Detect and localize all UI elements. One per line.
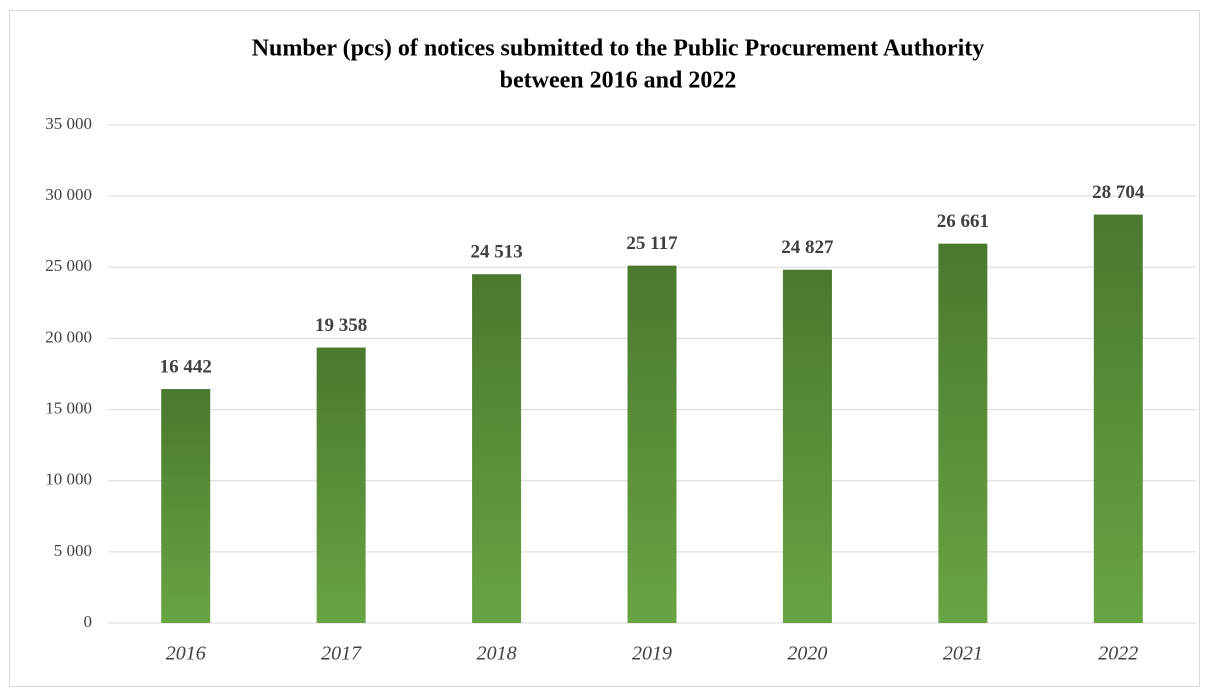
- y-tick-label: 15 000: [45, 398, 92, 417]
- chart-title: between 2016 and 2022: [500, 68, 737, 94]
- bar: [316, 347, 366, 623]
- bar: [161, 389, 211, 623]
- value-label: 25 117: [626, 233, 678, 254]
- x-tick-label: 2018: [477, 643, 517, 665]
- x-tick-label: 2019: [632, 643, 672, 665]
- bar: [1093, 214, 1143, 624]
- value-label: 26 661: [937, 211, 989, 232]
- y-tick-label: 25 000: [45, 256, 92, 275]
- value-label: 16 442: [160, 356, 212, 377]
- y-tick-label: 10 000: [45, 470, 92, 489]
- value-label: 24 827: [781, 237, 834, 258]
- y-tick-label: 35 000: [45, 114, 92, 133]
- value-label: 24 513: [470, 242, 522, 263]
- bar: [472, 274, 522, 623]
- x-tick-label: 2016: [166, 643, 206, 665]
- x-tick-label: 2017: [321, 643, 362, 665]
- chart-title: Number (pcs) of notices submitted to the…: [252, 36, 985, 62]
- value-label: 19 358: [315, 315, 367, 336]
- value-label: 28 704: [1092, 182, 1145, 203]
- x-tick-label: 2021: [943, 643, 983, 665]
- y-tick-label: 20 000: [45, 327, 92, 346]
- bar: [938, 243, 988, 624]
- bar: [627, 265, 677, 623]
- y-tick-label: 30 000: [45, 185, 92, 204]
- y-tick-label: 5 000: [54, 541, 92, 560]
- y-tick-label: 0: [84, 612, 93, 631]
- x-tick-label: 2020: [787, 643, 827, 665]
- x-tick-label: 2022: [1098, 643, 1138, 665]
- bar: [782, 269, 832, 623]
